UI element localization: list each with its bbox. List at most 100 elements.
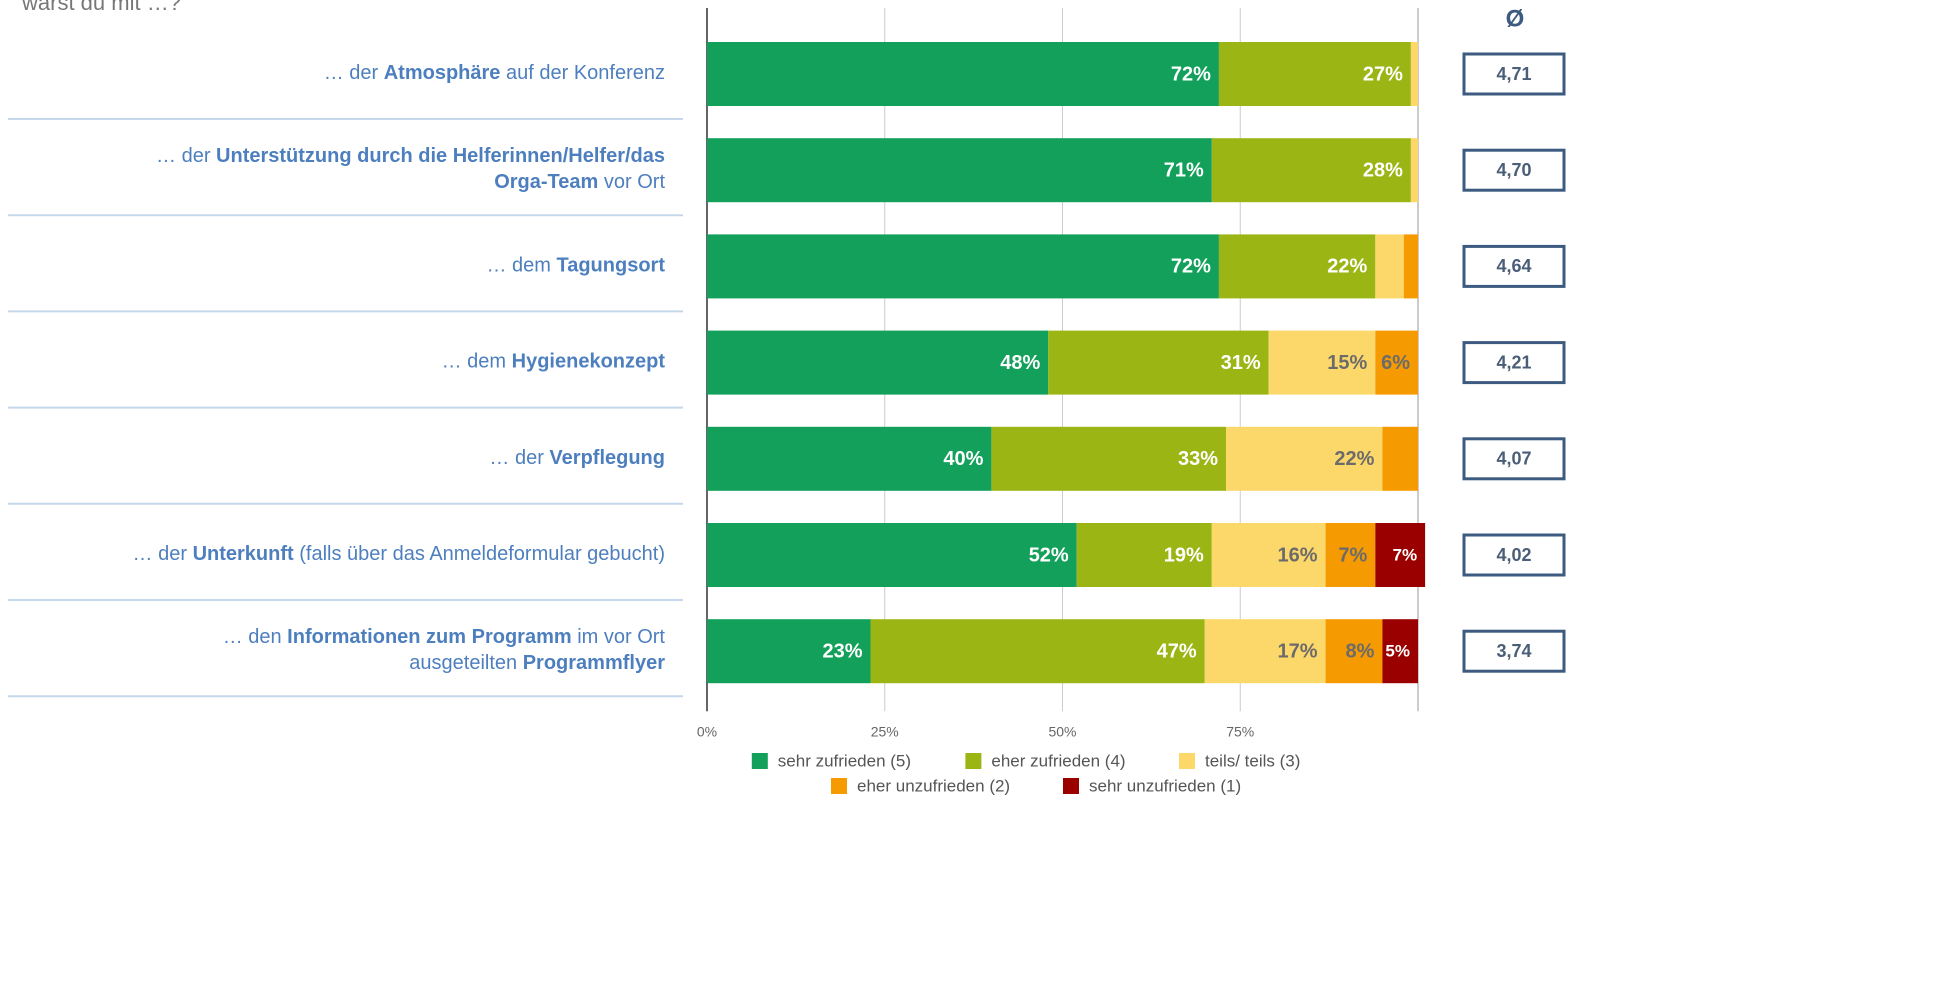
- data-label: 40%: [943, 448, 983, 470]
- legend-label: teils/ teils (3): [1205, 751, 1300, 770]
- average-box: [1462, 629, 1566, 673]
- bar-segment: [1375, 330, 1418, 395]
- category-label: … der Atmosphäre auf der Konferenz: [324, 62, 665, 84]
- category-label-part: … der: [489, 447, 549, 469]
- category-label-part: Hygienekonzept: [512, 351, 666, 373]
- legend-label: eher unzufrieden (2): [857, 776, 1010, 795]
- data-label: 72%: [1171, 256, 1211, 278]
- category-label-part: … dem: [486, 255, 556, 277]
- bar-segment: [707, 138, 1212, 203]
- bar-segment: [1226, 426, 1383, 491]
- average-box: [1462, 341, 1566, 385]
- average-box: [1462, 533, 1566, 577]
- average-value: 4,70: [1496, 160, 1531, 180]
- average-value: 3,74: [1496, 641, 1531, 661]
- data-label: 47%: [1157, 640, 1197, 662]
- category-label-part: auf der Konferenz: [500, 62, 665, 84]
- data-label: 7%: [1393, 545, 1418, 564]
- category-label: … der Unterkunft (falls über das Anmelde…: [133, 543, 665, 565]
- bar-segment: [707, 234, 1219, 299]
- data-label: 22%: [1327, 256, 1367, 278]
- bar-segment: [707, 523, 1077, 587]
- bar-segment: [1382, 619, 1418, 684]
- average-box: [1462, 437, 1566, 481]
- data-label: 48%: [1000, 352, 1040, 374]
- bar-segment: [1410, 42, 1418, 106]
- legend-swatch: [831, 778, 847, 794]
- data-label: 5%: [1385, 642, 1410, 661]
- data-label: 33%: [1178, 448, 1218, 470]
- bar-segment: [1410, 138, 1418, 203]
- category-label-part: Unterkunft: [193, 543, 294, 565]
- category-label-part: vor Ort: [598, 171, 665, 193]
- average-box: [1462, 244, 1566, 288]
- category-label-part: … dem: [442, 351, 512, 373]
- data-label: 31%: [1221, 352, 1261, 374]
- bar-segment: [707, 330, 1049, 395]
- legend-label: sehr unzufrieden (1): [1089, 776, 1241, 795]
- legend-swatch: [751, 753, 768, 769]
- x-tick-label: 50%: [1048, 724, 1076, 740]
- bar-segment: [1375, 234, 1404, 299]
- average-header: Ø: [1506, 5, 1525, 32]
- data-label: 17%: [1278, 640, 1318, 662]
- data-label: 7%: [1338, 544, 1367, 566]
- bar-segment: [707, 42, 1219, 106]
- category-label: … der Verpflegung: [489, 447, 665, 469]
- bar-segment: [707, 426, 992, 491]
- category-label: … der Unterstützung durch die Helferinne…: [156, 145, 665, 167]
- average-value: 4,21: [1496, 352, 1531, 372]
- legend-label: sehr zufrieden (5): [778, 751, 911, 770]
- bar-segment: [1325, 619, 1383, 684]
- bar-segment: [1048, 330, 1269, 395]
- category-label-part: … der: [156, 145, 216, 167]
- legend-swatch: [1063, 778, 1079, 794]
- data-label: 22%: [1334, 448, 1374, 470]
- bar-segment: [1218, 234, 1376, 299]
- bar-segment: [1403, 234, 1418, 299]
- bar-segment: [1325, 523, 1376, 587]
- bar-segment: [1218, 42, 1411, 106]
- category-label-part: Informationen zum Programm: [287, 626, 571, 648]
- average-value: 4,64: [1496, 256, 1531, 276]
- bar-segment: [1268, 330, 1376, 395]
- legend-swatch: [1179, 753, 1195, 769]
- data-label: 19%: [1164, 544, 1204, 566]
- category-label: … den Informationen zum Programm im vor …: [223, 626, 666, 648]
- average-value: 4,07: [1496, 449, 1531, 469]
- data-label: 27%: [1363, 63, 1403, 85]
- bar-segment: [1382, 426, 1418, 491]
- category-label-part: ausgeteilten: [409, 652, 522, 674]
- legend-swatch: [965, 753, 982, 769]
- category-label-part: im vor Ort: [572, 626, 666, 648]
- bar-segment: [707, 619, 871, 684]
- data-label: 23%: [822, 640, 862, 662]
- average-box: [1462, 148, 1566, 192]
- x-tick-label: 25%: [871, 724, 899, 740]
- average-value: 4,71: [1496, 64, 1531, 84]
- data-label: 6%: [1381, 352, 1410, 374]
- average-value: 4,02: [1496, 545, 1531, 565]
- category-label: … dem Tagungsort: [486, 255, 665, 277]
- data-label: 15%: [1327, 352, 1367, 374]
- data-label: 52%: [1029, 544, 1069, 566]
- category-label-part: … der: [133, 543, 193, 565]
- average-box: [1462, 52, 1566, 96]
- category-label-part: Verpflegung: [549, 447, 665, 469]
- category-label-part: … der: [324, 62, 384, 84]
- category-label-part: Programmflyer: [523, 652, 665, 674]
- category-label: ausgeteilten Programmflyer: [409, 652, 665, 674]
- bar-segment: [1375, 523, 1426, 587]
- category-label: Orga-Team vor Ort: [494, 171, 665, 193]
- bar-segment: [1211, 138, 1411, 203]
- bar-segment: [1076, 523, 1212, 587]
- category-label: … dem Hygienekonzept: [442, 351, 666, 373]
- category-label-part: Unterstützung durch die Helferinnen/Helf…: [216, 145, 665, 167]
- data-label: 72%: [1171, 63, 1211, 85]
- category-label-part: Tagungsort: [556, 255, 665, 277]
- category-label-part: Atmosphäre: [384, 62, 501, 84]
- data-label: 8%: [1346, 640, 1375, 662]
- chart-title: warst du mit …?: [21, 0, 181, 15]
- bar-segment: [870, 619, 1205, 684]
- category-label-part: (falls über das Anmeldeformular gebucht): [294, 543, 665, 565]
